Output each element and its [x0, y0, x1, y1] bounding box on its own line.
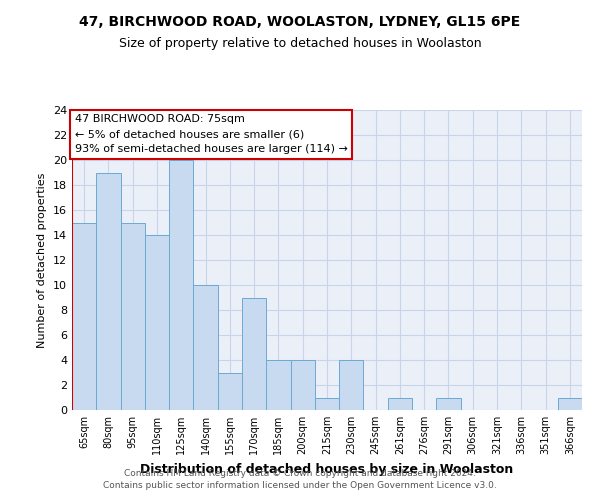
Text: Contains HM Land Registry data © Crown copyright and database right 2024.: Contains HM Land Registry data © Crown c…	[124, 468, 476, 477]
Bar	[218, 372, 242, 410]
Bar	[121, 222, 145, 410]
Bar	[339, 360, 364, 410]
Bar	[96, 172, 121, 410]
Bar	[72, 222, 96, 410]
Bar	[266, 360, 290, 410]
Text: Contains public sector information licensed under the Open Government Licence v3: Contains public sector information licen…	[103, 481, 497, 490]
Bar	[242, 298, 266, 410]
Bar	[388, 398, 412, 410]
Bar	[558, 398, 582, 410]
Bar	[290, 360, 315, 410]
Bar	[436, 398, 461, 410]
Bar	[315, 398, 339, 410]
Bar	[145, 235, 169, 410]
Text: 47, BIRCHWOOD ROAD, WOOLASTON, LYDNEY, GL15 6PE: 47, BIRCHWOOD ROAD, WOOLASTON, LYDNEY, G…	[79, 15, 521, 29]
X-axis label: Distribution of detached houses by size in Woolaston: Distribution of detached houses by size …	[140, 462, 514, 475]
Bar	[169, 160, 193, 410]
Text: 47 BIRCHWOOD ROAD: 75sqm
← 5% of detached houses are smaller (6)
93% of semi-det: 47 BIRCHWOOD ROAD: 75sqm ← 5% of detache…	[74, 114, 347, 154]
Y-axis label: Number of detached properties: Number of detached properties	[37, 172, 47, 348]
Text: Size of property relative to detached houses in Woolaston: Size of property relative to detached ho…	[119, 38, 481, 51]
Bar	[193, 285, 218, 410]
